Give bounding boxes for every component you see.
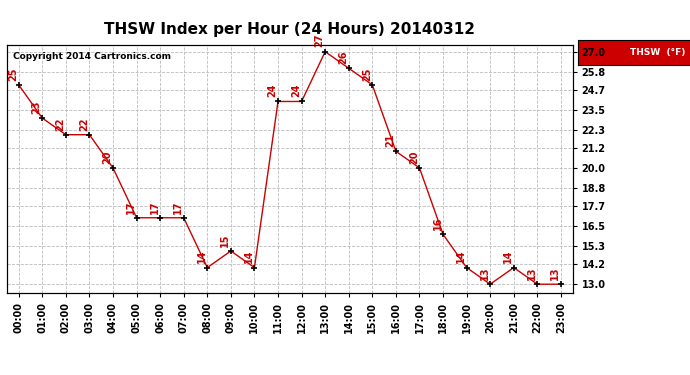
- Text: 23: 23: [32, 100, 41, 114]
- Text: 13: 13: [480, 267, 490, 280]
- Text: 14: 14: [503, 250, 513, 263]
- Text: 20: 20: [409, 150, 419, 164]
- Text: 22: 22: [79, 117, 89, 130]
- Title: THSW Index per Hour (24 Hours) 20140312: THSW Index per Hour (24 Hours) 20140312: [104, 22, 475, 38]
- Text: 15: 15: [220, 233, 230, 247]
- Text: 20: 20: [102, 150, 112, 164]
- Text: 25: 25: [362, 67, 372, 81]
- Text: 14: 14: [244, 250, 254, 263]
- Text: 22: 22: [55, 117, 66, 130]
- Text: 24: 24: [268, 84, 277, 97]
- Text: 27: 27: [315, 34, 324, 48]
- Text: 21: 21: [385, 134, 395, 147]
- Text: 14: 14: [456, 250, 466, 263]
- Text: 13: 13: [551, 267, 560, 280]
- Text: 25: 25: [8, 67, 18, 81]
- Text: 17: 17: [150, 200, 159, 214]
- Text: Copyright 2014 Cartronics.com: Copyright 2014 Cartronics.com: [12, 53, 170, 62]
- Text: 13: 13: [526, 267, 537, 280]
- Text: 24: 24: [291, 84, 301, 97]
- Text: 26: 26: [338, 51, 348, 64]
- Text: 17: 17: [173, 200, 183, 214]
- Text: 17: 17: [126, 200, 136, 214]
- Text: 16: 16: [433, 217, 442, 230]
- Text: 14: 14: [197, 250, 207, 263]
